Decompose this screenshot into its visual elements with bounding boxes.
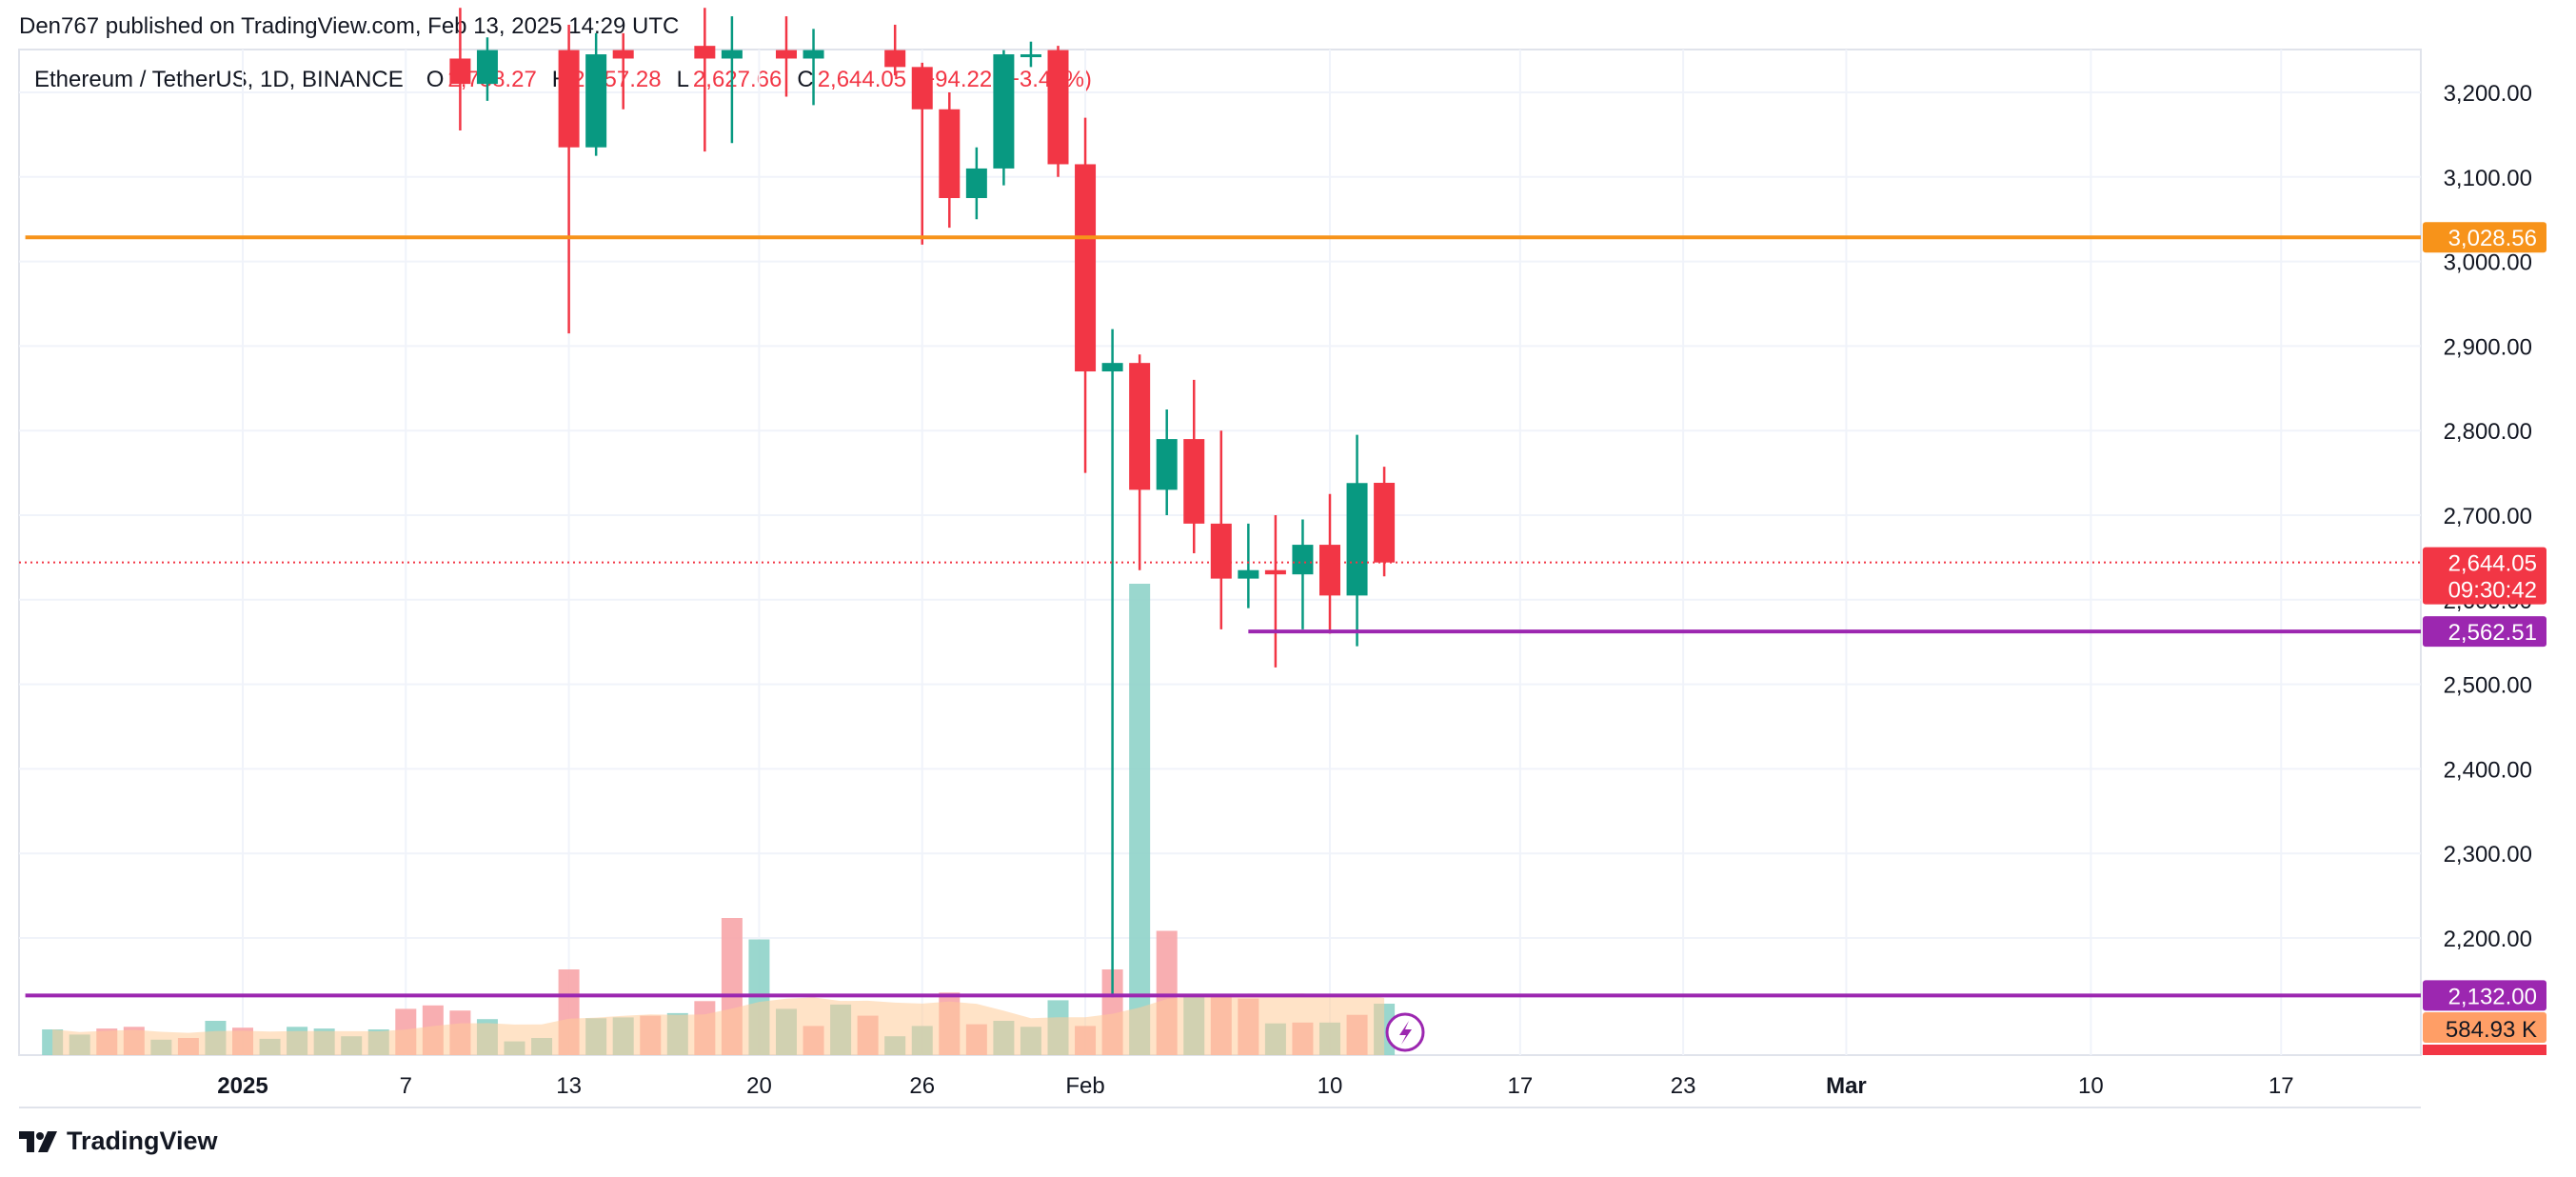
level-price-label: 2,562.51 [2448, 620, 2537, 646]
candle-body [1075, 164, 1097, 372]
candle-body [721, 50, 743, 59]
candle-body [585, 54, 607, 148]
candle-body [694, 46, 716, 59]
level-price-tag [2423, 616, 2546, 648]
candle-body [1346, 483, 1368, 596]
close-value: 2,644.05 [817, 67, 907, 92]
candle-body [1183, 439, 1205, 524]
candle-body [911, 67, 933, 110]
candle-body [476, 50, 498, 85]
candle-body [803, 50, 824, 59]
x-tick-label: 17 [2269, 1073, 2294, 1099]
candle-body [1101, 363, 1123, 372]
candle-body [1319, 545, 1340, 596]
level-price-label: 3,028.56 [2448, 226, 2537, 251]
candle-body [1210, 523, 1232, 579]
x-tick-label: 17 [1507, 1073, 1533, 1099]
lightning-icon-bolt [1399, 1021, 1412, 1045]
candle-body [939, 109, 961, 198]
close-label: C [797, 67, 814, 92]
candle-body [1238, 569, 1259, 579]
last-price-label: 2,644.05 [2448, 551, 2537, 577]
y-tick-label: 3,000.00 [2444, 250, 2532, 276]
y-tick-label: 2,900.00 [2444, 334, 2532, 360]
y-tick-label: 2,400.00 [2444, 757, 2532, 783]
last-price-tag [2423, 547, 2546, 605]
volume-bar [1129, 584, 1151, 1055]
open-label: O [426, 67, 445, 92]
countdown-label: 09:30:42 [2448, 578, 2537, 604]
candle-body [1129, 363, 1151, 490]
volume-ma-area [52, 993, 1385, 1055]
x-tick-label: 20 [746, 1073, 772, 1099]
candle-body [1020, 54, 1041, 58]
y-tick-label: 2,500.00 [2444, 673, 2532, 699]
x-tick-label: 2025 [217, 1073, 268, 1099]
candle-body [1374, 483, 1396, 563]
tradingview-logo-icon [19, 1130, 57, 1152]
y-tick-label: 3,200.00 [2444, 81, 2532, 107]
x-tick-label: Mar [1826, 1073, 1867, 1099]
candle-body [993, 54, 1015, 169]
x-tick-label: 13 [556, 1073, 582, 1099]
symbol-label[interactable]: Ethereum / TetherUS, 1D, BINANCE [34, 67, 404, 92]
x-tick-label: Feb [1065, 1073, 1104, 1099]
brand-name: TradingView [67, 1127, 218, 1155]
candle-body [558, 50, 580, 148]
lightning-icon [1385, 1012, 1425, 1052]
candle-body [1047, 50, 1069, 165]
candle-body [449, 58, 471, 85]
volume-tag-partial [2423, 1045, 2546, 1055]
level-price-tag [2423, 980, 2546, 1011]
x-tick-label: 23 [1671, 1073, 1696, 1099]
y-tick-label: 2,200.00 [2444, 927, 2532, 952]
y-tick-label: 2,700.00 [2444, 504, 2532, 529]
candle-body [965, 168, 987, 198]
x-tick-label: 26 [909, 1073, 935, 1099]
low-label: L [676, 67, 689, 92]
footer-brand: TradingView [19, 1127, 218, 1156]
y-tick-label: 3,100.00 [2444, 166, 2532, 191]
level-price-tag [2423, 222, 2546, 253]
volume-tag [2423, 1012, 2546, 1043]
candle-body [1264, 569, 1286, 575]
candle-body [1156, 439, 1178, 490]
x-tick-label: 7 [400, 1073, 412, 1099]
low-value: 2,627.66 [692, 67, 783, 92]
volume-value-label: 584.93 K [2446, 1017, 2537, 1043]
candle-body [884, 50, 906, 68]
candle-body [612, 50, 634, 59]
x-tick-label: 10 [2078, 1073, 2104, 1099]
candle-body [1292, 545, 1314, 575]
candle-body [776, 50, 797, 59]
level-price-label: 2,132.00 [2448, 984, 2537, 1009]
y-tick-label: 2,300.00 [2444, 842, 2532, 868]
x-tick-label: 10 [1318, 1073, 1343, 1099]
y-tick-label: 2,800.00 [2444, 419, 2532, 445]
